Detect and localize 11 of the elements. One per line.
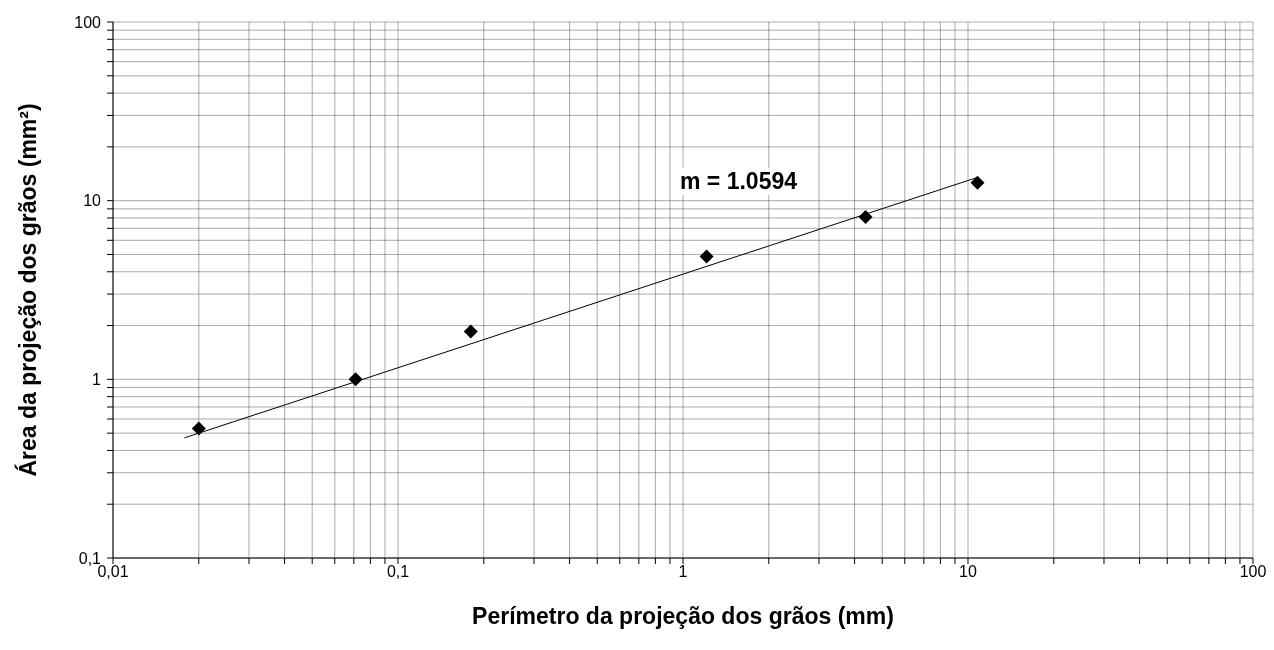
y-tick-label: 100 <box>74 13 102 31</box>
y-tick-label: 10 <box>83 192 102 210</box>
annotation: m = 1.0594 <box>678 168 800 195</box>
x-tick-label: 10 <box>959 563 977 581</box>
y-axis-title: Área da projeção dos grãos (mm²) <box>14 103 42 477</box>
x-tick-label: 100 <box>1239 563 1267 581</box>
x-tick-label: 1 <box>678 563 688 581</box>
y-tick-label: 1 <box>92 371 102 389</box>
x-axis-title: Perímetro da projeção dos grãos (mm) <box>472 603 894 629</box>
x-tick-label: 0,1 <box>386 563 410 581</box>
x-tick-label: 0,01 <box>97 563 129 581</box>
